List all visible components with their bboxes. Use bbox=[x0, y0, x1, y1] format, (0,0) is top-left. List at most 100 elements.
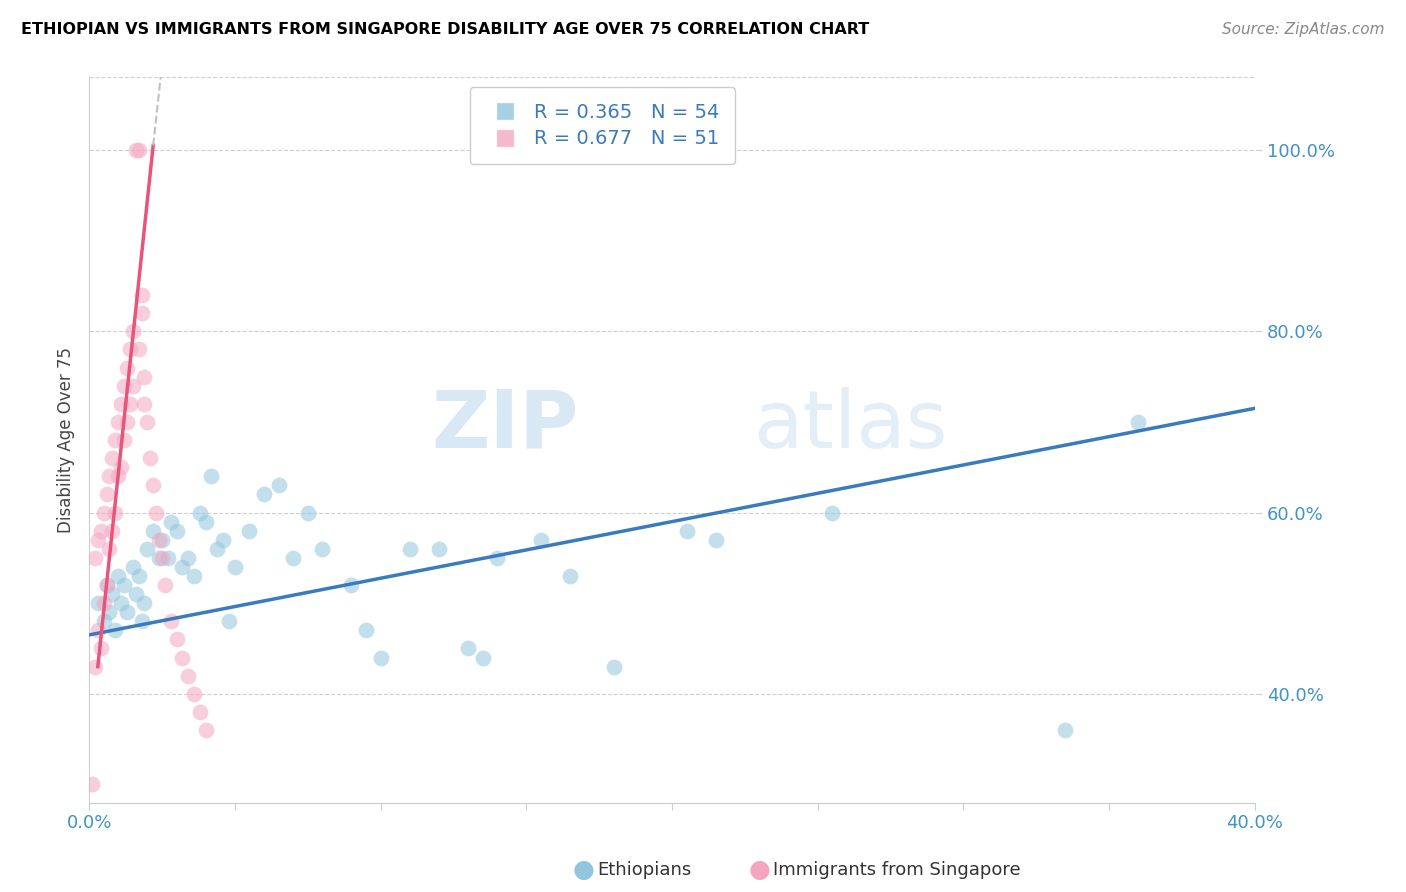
Point bbox=[166, 632, 188, 647]
Point bbox=[107, 569, 129, 583]
Point bbox=[602, 659, 624, 673]
Point bbox=[218, 615, 240, 629]
Point bbox=[93, 506, 115, 520]
Point bbox=[128, 143, 150, 157]
Point bbox=[101, 451, 124, 466]
Point bbox=[136, 541, 159, 556]
Text: ●: ● bbox=[748, 858, 770, 881]
Point bbox=[148, 550, 170, 565]
Point bbox=[104, 506, 127, 520]
Point bbox=[96, 578, 118, 592]
Point bbox=[145, 506, 167, 520]
Point bbox=[427, 541, 450, 556]
Point bbox=[112, 433, 135, 447]
Point bbox=[96, 487, 118, 501]
Point bbox=[98, 541, 121, 556]
Point bbox=[128, 343, 150, 357]
Point bbox=[821, 506, 844, 520]
Point bbox=[101, 587, 124, 601]
Point bbox=[188, 506, 211, 520]
Point bbox=[183, 687, 205, 701]
Point bbox=[177, 669, 200, 683]
Text: ZIP: ZIP bbox=[432, 386, 579, 465]
Point bbox=[107, 469, 129, 483]
Point bbox=[118, 343, 141, 357]
Point bbox=[212, 533, 235, 547]
Point bbox=[159, 615, 181, 629]
Point bbox=[131, 306, 153, 320]
Point bbox=[297, 506, 319, 520]
Point bbox=[98, 469, 121, 483]
Point bbox=[87, 596, 110, 610]
Point bbox=[121, 560, 143, 574]
Point bbox=[125, 143, 148, 157]
Point bbox=[238, 524, 260, 538]
Point bbox=[93, 615, 115, 629]
Point bbox=[558, 569, 581, 583]
Point bbox=[281, 550, 304, 565]
Point bbox=[177, 550, 200, 565]
Point bbox=[188, 705, 211, 719]
Point bbox=[370, 650, 392, 665]
Point bbox=[112, 578, 135, 592]
Point bbox=[131, 615, 153, 629]
Text: Immigrants from Singapore: Immigrants from Singapore bbox=[773, 861, 1021, 879]
Point bbox=[131, 288, 153, 302]
Point bbox=[471, 650, 494, 665]
Point bbox=[104, 624, 127, 638]
Text: ●: ● bbox=[572, 858, 595, 881]
Point bbox=[207, 541, 229, 556]
Point bbox=[156, 550, 179, 565]
Y-axis label: Disability Age Over 75: Disability Age Over 75 bbox=[58, 347, 75, 533]
Point bbox=[142, 478, 165, 492]
Text: Source: ZipAtlas.com: Source: ZipAtlas.com bbox=[1222, 22, 1385, 37]
Point bbox=[110, 460, 132, 475]
Point bbox=[159, 515, 181, 529]
Point bbox=[115, 415, 138, 429]
Point bbox=[128, 569, 150, 583]
Legend: R = 0.365   N = 54, R = 0.677   N = 51: R = 0.365 N = 54, R = 0.677 N = 51 bbox=[470, 87, 734, 164]
Point bbox=[121, 324, 143, 338]
Point bbox=[96, 578, 118, 592]
Point bbox=[83, 550, 105, 565]
Point bbox=[354, 624, 377, 638]
Point bbox=[1054, 723, 1077, 737]
Point bbox=[87, 624, 110, 638]
Point bbox=[194, 515, 217, 529]
Point bbox=[172, 560, 194, 574]
Point bbox=[125, 587, 148, 601]
Point bbox=[267, 478, 290, 492]
Point bbox=[398, 541, 420, 556]
Point bbox=[148, 533, 170, 547]
Point bbox=[704, 533, 727, 547]
Point bbox=[675, 524, 697, 538]
Point bbox=[112, 378, 135, 392]
Point bbox=[1128, 415, 1150, 429]
Point bbox=[457, 641, 479, 656]
Point bbox=[200, 469, 222, 483]
Point bbox=[153, 578, 176, 592]
Point bbox=[87, 533, 110, 547]
Point bbox=[142, 524, 165, 538]
Point bbox=[121, 378, 143, 392]
Point bbox=[107, 415, 129, 429]
Point bbox=[90, 524, 112, 538]
Point bbox=[172, 650, 194, 665]
Point bbox=[340, 578, 363, 592]
Point bbox=[115, 360, 138, 375]
Point bbox=[118, 397, 141, 411]
Text: Ethiopians: Ethiopians bbox=[598, 861, 692, 879]
Point bbox=[150, 533, 173, 547]
Point bbox=[224, 560, 246, 574]
Point bbox=[136, 415, 159, 429]
Point bbox=[93, 596, 115, 610]
Point bbox=[115, 605, 138, 619]
Point bbox=[150, 550, 173, 565]
Text: ETHIOPIAN VS IMMIGRANTS FROM SINGAPORE DISABILITY AGE OVER 75 CORRELATION CHART: ETHIOPIAN VS IMMIGRANTS FROM SINGAPORE D… bbox=[21, 22, 869, 37]
Point bbox=[134, 369, 156, 384]
Point bbox=[83, 659, 105, 673]
Point bbox=[80, 777, 103, 791]
Point bbox=[166, 524, 188, 538]
Text: atlas: atlas bbox=[754, 386, 948, 465]
Point bbox=[110, 397, 132, 411]
